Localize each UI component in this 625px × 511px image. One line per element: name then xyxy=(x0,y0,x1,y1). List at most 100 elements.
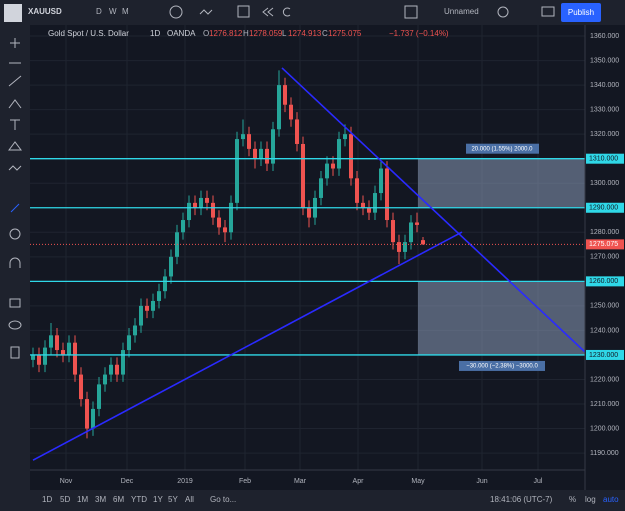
lock-icon[interactable] xyxy=(9,298,21,308)
candle-body xyxy=(337,139,341,169)
range-button[interactable]: 1Y xyxy=(153,495,163,504)
chart-interval: 1D xyxy=(150,29,160,38)
template-icon[interactable] xyxy=(237,5,250,18)
publish-label[interactable]: Publish xyxy=(568,8,594,17)
candle-body xyxy=(205,197,209,203)
candle-body xyxy=(331,163,335,169)
change: −1.737 (−0.14%) xyxy=(389,29,449,38)
candle-body xyxy=(55,335,59,351)
snapshot-icon[interactable] xyxy=(541,6,555,17)
measure-label: −30.000 (−2.38%) −3000.0 xyxy=(466,364,538,370)
candle-body xyxy=(319,178,323,198)
range-button[interactable]: 1D xyxy=(42,495,52,504)
candle-body xyxy=(301,143,305,208)
candle-body xyxy=(151,300,155,311)
candle-body xyxy=(283,85,287,105)
y-tick-label: 1330.000 xyxy=(590,106,619,113)
candle-body xyxy=(211,202,215,218)
y-tick-label: 1270.000 xyxy=(590,254,619,261)
ohlc-value: 1274.913 xyxy=(288,29,322,38)
candle-body xyxy=(259,148,263,159)
candle-body xyxy=(409,222,413,243)
layout-icon[interactable] xyxy=(404,5,418,19)
trash-icon[interactable] xyxy=(10,346,20,359)
candle-body xyxy=(373,193,377,213)
measure-icon[interactable] xyxy=(10,203,20,213)
scale-toggle[interactable]: % xyxy=(569,495,576,504)
candle-body xyxy=(43,347,47,365)
trendline[interactable] xyxy=(32,231,463,461)
bottom-bar xyxy=(0,490,625,511)
candle-body xyxy=(133,325,137,336)
candle-body xyxy=(235,139,239,203)
candle-body xyxy=(157,291,161,301)
eye-icon[interactable] xyxy=(8,320,22,330)
range-button[interactable]: 3M xyxy=(95,495,106,504)
candle-body xyxy=(49,335,53,348)
measure-box xyxy=(418,281,585,355)
layout-name[interactable]: Unnamed xyxy=(444,7,479,16)
zoom-icon[interactable] xyxy=(9,228,21,240)
goto[interactable]: Go to... xyxy=(210,495,236,504)
y-tick-label: 1250.000 xyxy=(590,303,619,310)
brush-icon[interactable] xyxy=(8,99,22,109)
interval[interactable]: W xyxy=(109,7,117,16)
drawing-tools xyxy=(8,38,22,359)
candle-body xyxy=(379,168,383,194)
candle-body xyxy=(391,220,395,243)
candle-body xyxy=(229,202,233,233)
candle-body xyxy=(109,364,113,375)
candle-body xyxy=(67,342,71,355)
range-button[interactable]: All xyxy=(185,495,194,504)
add-icon[interactable] xyxy=(169,5,183,19)
interval[interactable]: D xyxy=(96,7,102,16)
symbol[interactable]: XAUUSD xyxy=(28,7,62,16)
scale-toggle[interactable]: auto xyxy=(603,495,619,504)
candle-body xyxy=(277,85,281,130)
range-button[interactable]: 6M xyxy=(113,495,124,504)
y-tick-label: 1360.000 xyxy=(590,33,619,40)
trendline[interactable] xyxy=(281,67,586,353)
candle-body xyxy=(103,374,107,385)
range-button[interactable]: 5D xyxy=(60,495,70,504)
candle-body xyxy=(169,256,173,277)
indicator-icon[interactable] xyxy=(199,9,213,15)
interval[interactable]: M xyxy=(122,7,129,16)
fib-icon[interactable] xyxy=(8,75,22,87)
pattern-icon[interactable] xyxy=(8,141,22,151)
undo-icon[interactable] xyxy=(282,7,291,17)
candle-body xyxy=(421,240,425,245)
replay-icon[interactable] xyxy=(262,7,274,17)
cross-icon[interactable] xyxy=(10,38,20,48)
level-label-bg xyxy=(586,349,624,360)
avatar[interactable] xyxy=(4,4,22,22)
x-tick-label: 2019 xyxy=(177,478,193,485)
level-label: 1230.000 xyxy=(589,352,618,359)
candle-body xyxy=(253,148,257,159)
range-button[interactable]: 5Y xyxy=(168,495,178,504)
chart-title: Gold Spot / U.S. Dollar xyxy=(48,29,129,38)
measure-box xyxy=(418,158,585,208)
candle-body xyxy=(217,217,221,228)
magnet-icon[interactable] xyxy=(9,257,21,268)
y-tick-label: 1200.000 xyxy=(590,425,619,432)
scale-toggle[interactable]: log xyxy=(585,495,596,504)
candle-body xyxy=(415,222,419,225)
settings-icon[interactable] xyxy=(497,6,509,18)
candle-body xyxy=(397,242,401,252)
range-button[interactable]: 1M xyxy=(77,495,88,504)
candle-body xyxy=(37,354,41,365)
forecast-icon[interactable] xyxy=(8,165,22,171)
candle-body xyxy=(121,350,125,375)
candle-body xyxy=(61,350,65,355)
range-button[interactable]: YTD xyxy=(131,495,147,504)
candle-body xyxy=(241,134,245,140)
clock: 18:41:06 (UTC-7) xyxy=(490,495,553,504)
x-tick-label: Mar xyxy=(294,478,307,485)
candle-body xyxy=(361,202,365,208)
level-label: 1290.000 xyxy=(589,205,618,212)
text-icon[interactable] xyxy=(10,119,20,130)
publish-button[interactable] xyxy=(561,3,601,22)
y-tick-label: 1350.000 xyxy=(590,57,619,64)
candle-body xyxy=(73,342,77,375)
